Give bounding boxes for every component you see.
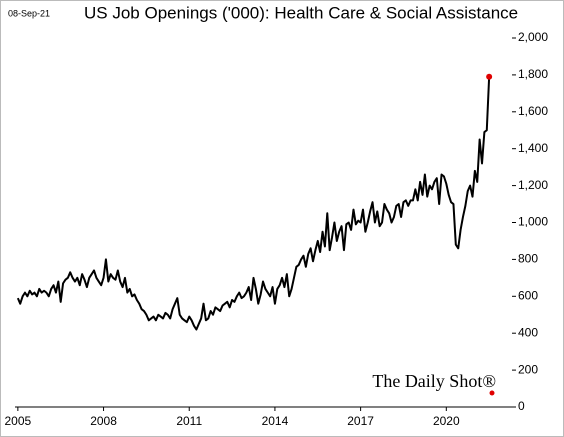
last-point [486,73,493,80]
chart-title: US Job Openings ('000): Health Care & So… [84,3,518,22]
y-tick-label: 1,600 [518,104,548,118]
y-tick-label: 1,800 [518,67,548,81]
y-tick-label: 1,200 [518,178,548,192]
series-line [16,76,491,331]
chart-date: 08-Sep-21 [8,8,50,18]
x-tick-label: 2005 [5,414,32,428]
x-tick-label: 2011 [176,414,202,428]
logo-dot [489,390,495,396]
source-logo: The Daily Shot® [372,371,496,391]
y-tick-label: 200 [518,362,538,376]
y-tick-label: 1,000 [518,215,548,229]
y-tick-label: 400 [518,325,538,339]
y-tick-label: 800 [518,252,538,266]
y-tick-label: 1,400 [518,141,548,155]
x-tick-label: 2020 [433,414,460,428]
y-tick-label: 0 [518,399,525,413]
x-tick-label: 2014 [262,414,289,428]
x-tick-label: 2008 [90,414,117,428]
x-tick-label: 2017 [347,414,374,428]
y-tick-label: 2,000 [518,30,548,44]
y-tick-label: 600 [518,288,538,302]
